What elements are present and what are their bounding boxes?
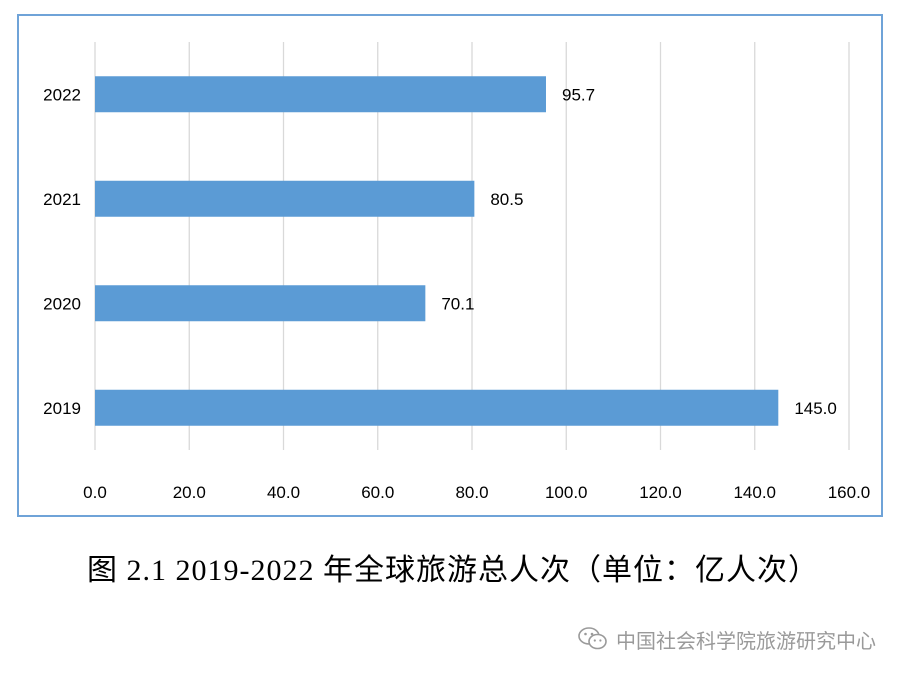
bar-2022 [95, 76, 546, 113]
x-tick-label: 40.0 [267, 483, 300, 502]
watermark: 中国社会科学院旅游研究中心 [578, 624, 876, 654]
data-labels: 95.7 80.5 70.1 145.0 [441, 85, 837, 418]
chart-frame: 95.7 80.5 70.1 145.0 2022 2021 2020 2019 0.0 20… [17, 14, 883, 517]
data-label-2019: 145.0 [794, 399, 837, 418]
category-label-2020: 2020 [43, 294, 81, 313]
data-label-2021: 80.5 [490, 190, 523, 209]
figure-caption: 图 2.1 2019-2022 年全球旅游总人次（单位：亿人次） [87, 554, 819, 587]
category-label-2021: 2021 [43, 190, 81, 209]
bars [95, 76, 779, 426]
value-axis: 0.0 20.0 40.0 60.0 80.0 100.0 120.0 140.0 160.0 [83, 483, 870, 502]
x-tick-label: 60.0 [361, 483, 394, 502]
bar-chart: 95.7 80.5 70.1 145.0 2022 2021 2020 2019 0.0 20… [43, 42, 870, 502]
category-label-2022: 2022 [43, 85, 81, 104]
data-label-2020: 70.1 [441, 294, 474, 313]
category-axis: 2022 2021 2020 2019 [43, 85, 81, 418]
x-tick-label: 0.0 [83, 483, 107, 502]
x-tick-label: 100.0 [545, 483, 588, 502]
bar-2020 [95, 285, 426, 322]
wechat-icon [578, 627, 607, 650]
x-tick-label: 120.0 [639, 483, 682, 502]
category-label-2019: 2019 [43, 399, 81, 418]
x-tick-label: 140.0 [733, 483, 776, 502]
x-tick-label: 80.0 [455, 483, 488, 502]
x-tick-label: 160.0 [828, 483, 871, 502]
x-tick-label: 20.0 [173, 483, 206, 502]
bar-2019 [95, 389, 779, 426]
data-label-2022: 95.7 [562, 85, 595, 104]
watermark-text: 中国社会科学院旅游研究中心 [616, 628, 876, 653]
bar-2021 [95, 180, 475, 217]
